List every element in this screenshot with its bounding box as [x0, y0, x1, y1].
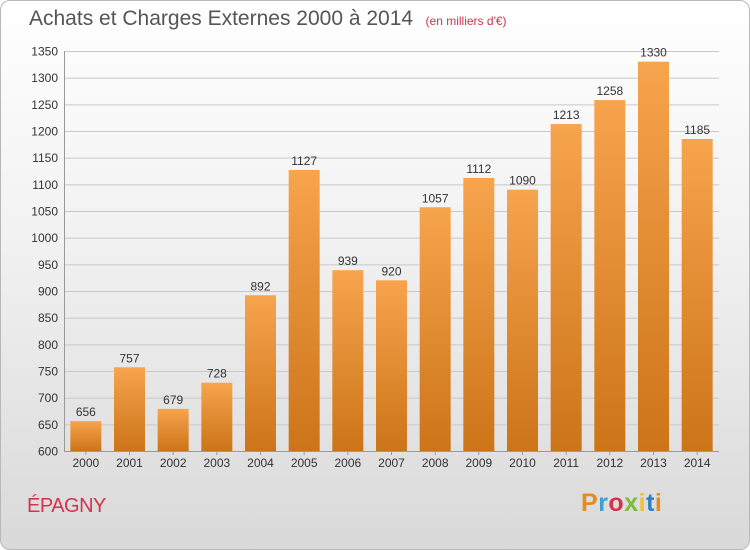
bar-value-label: 1090	[509, 174, 536, 188]
logo-letter: t	[646, 489, 655, 517]
x-tick-label: 2002	[160, 456, 187, 470]
logo-letter: P	[581, 489, 599, 517]
bar-value-label: 1185	[684, 123, 710, 137]
bar-value-label: 728	[207, 367, 227, 381]
x-tick-label: 2000	[72, 456, 99, 470]
x-tick-label: 2007	[378, 456, 405, 470]
bar-2014	[681, 139, 713, 451]
x-tick-label: 2004	[247, 456, 274, 470]
bar-2013	[638, 61, 669, 452]
x-tick-label: 2014	[684, 456, 711, 470]
y-tick-label: 1000	[31, 231, 58, 245]
bar-value-label: 1213	[553, 108, 580, 122]
bar-value-label: 892	[250, 279, 270, 293]
y-tick-label: 600	[38, 445, 58, 459]
y-tick-label: 900	[38, 285, 58, 299]
bar-2004	[245, 295, 276, 451]
y-tick-label: 850	[38, 311, 58, 325]
x-tick-label: 2010	[509, 456, 536, 470]
bar-2000	[70, 421, 102, 451]
bar-value-label: 1127	[291, 154, 317, 168]
bar-value-label: 1057	[422, 191, 449, 205]
bar-2005	[288, 169, 320, 451]
bar-2012	[594, 100, 626, 452]
y-tick-label: 1100	[32, 178, 58, 192]
proxiti-logo: Proxiti	[581, 489, 662, 518]
place-name: ÉPAGNY	[27, 495, 106, 517]
y-tick-label: 750	[38, 365, 58, 379]
logo-letter: x	[624, 489, 639, 517]
bar-value-label: 1258	[596, 84, 623, 98]
chart-subtitle: (en milliers d'€)	[425, 14, 507, 28]
bar-value-label: 679	[163, 393, 183, 407]
x-tick-label: 2001	[116, 456, 143, 470]
y-tick-label: 800	[38, 338, 58, 352]
logo-letter: i	[654, 489, 663, 517]
logo-letter: r	[598, 489, 609, 517]
bar-value-label: 1330	[640, 46, 667, 60]
bar-2002	[157, 408, 189, 451]
bar-2003	[201, 382, 233, 451]
bar-2006	[332, 270, 364, 451]
y-tick-label: 1300	[31, 71, 58, 85]
y-tick-label: 700	[38, 391, 58, 405]
bar-value-label: 1112	[466, 162, 491, 176]
bars: 656 757 679 728 892 1127 939 920 1057 1112 1090 121…	[70, 46, 713, 452]
y-tick-label: 1150	[32, 151, 58, 165]
bar-2008	[419, 207, 451, 451]
chart-title: Achats et Charges Externes 2000 à 2014	[29, 7, 414, 30]
y-tick-label: 1050	[31, 205, 58, 219]
x-tick-label: 2011	[553, 456, 579, 470]
y-tick-label: 1200	[31, 125, 58, 139]
y-tick-label: 1250	[31, 98, 58, 112]
x-tick-label: 2005	[291, 456, 318, 470]
y-tick-label: 1350	[31, 45, 58, 59]
x-tick-label: 2003	[203, 456, 230, 470]
bar-2010	[507, 189, 538, 451]
y-tick-label: 950	[38, 258, 58, 272]
bar-2007	[376, 280, 407, 451]
logo-letter: o	[608, 489, 625, 517]
y-tick-label: 650	[38, 418, 58, 432]
x-axis: 2000 2001 2002 2003 2004 2005 2006 2007 2008 2009…	[72, 451, 711, 470]
x-tick-label: 2013	[640, 456, 667, 470]
logo-letter: i	[638, 489, 647, 517]
y-axis: 600 650 700 750 800 850 900 950 1000 1050 1100 1150…	[31, 45, 719, 459]
bar-value-label: 656	[76, 405, 96, 419]
x-tick-label: 2008	[422, 456, 449, 470]
title-block: Achats et Charges Externes 2000 à 2014 (…	[29, 7, 507, 31]
bar-value-label: 939	[338, 254, 358, 268]
x-tick-label: 2012	[596, 456, 623, 470]
bar-2011	[550, 124, 582, 452]
x-tick-label: 2009	[465, 456, 492, 470]
bar-2001	[114, 367, 145, 451]
bar-2009	[463, 177, 495, 451]
x-tick-label: 2006	[334, 456, 361, 470]
bar-value-label: 757	[119, 351, 139, 365]
bar-value-label: 920	[381, 264, 401, 278]
